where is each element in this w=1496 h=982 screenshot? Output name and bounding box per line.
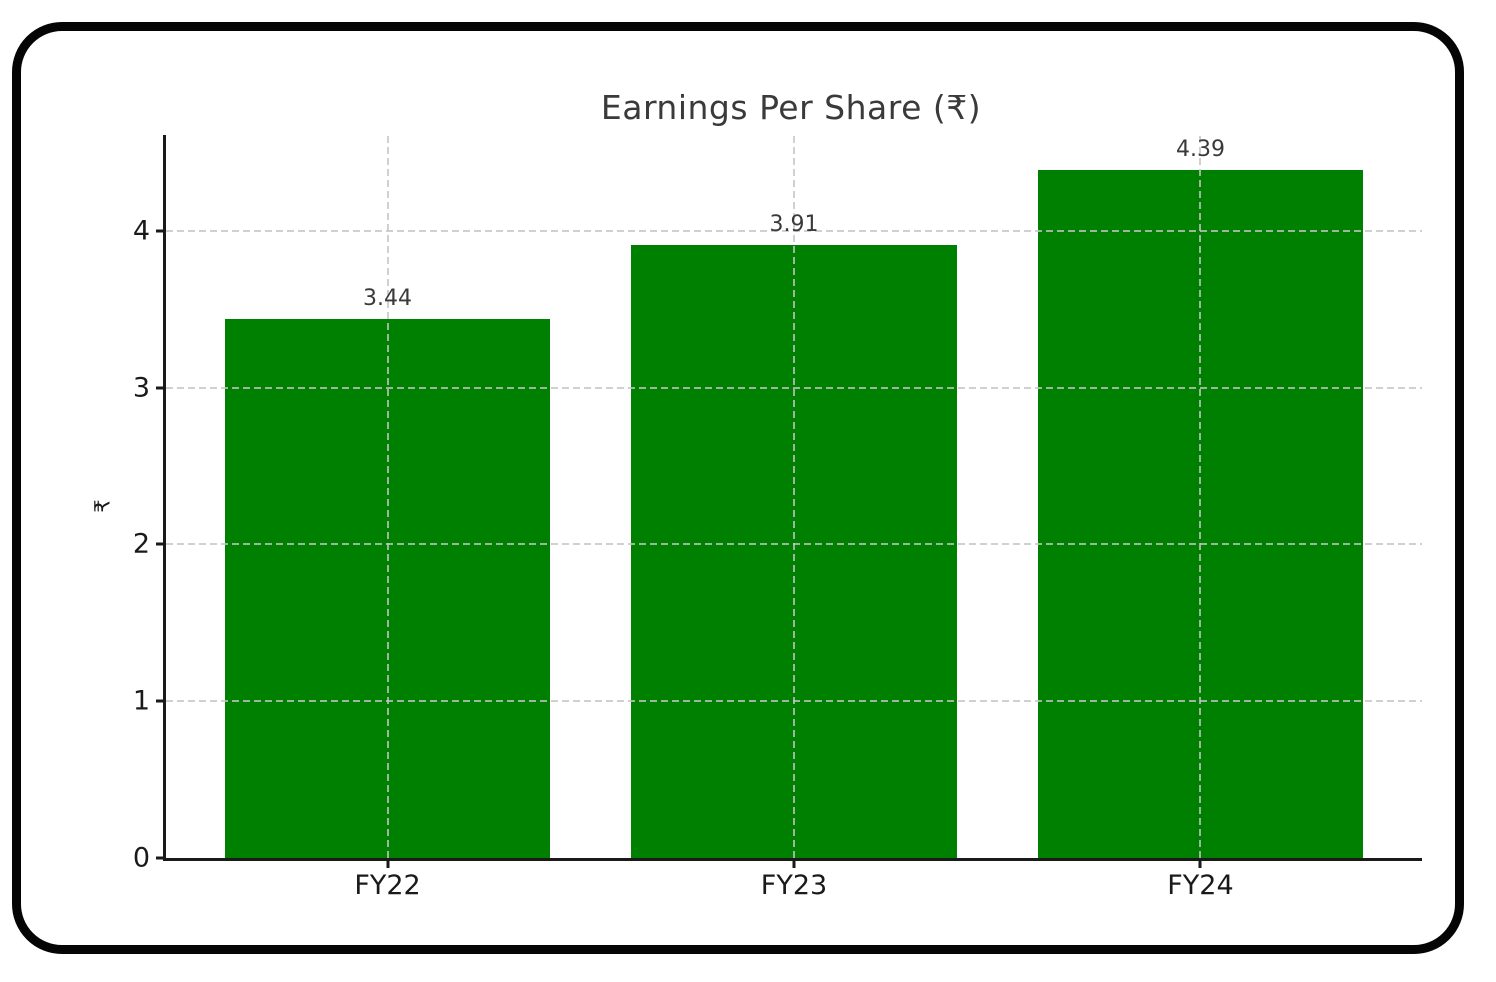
gridline-vertical-FY23 bbox=[793, 135, 795, 858]
y-tick-mark-0 bbox=[156, 856, 166, 860]
y-tick-mark-1 bbox=[156, 699, 166, 703]
gridline-horizontal-2 bbox=[166, 543, 1422, 546]
y-tick-label-3: 3 bbox=[132, 372, 150, 403]
chart-title: Earnings Per Share (₹) bbox=[600, 88, 982, 127]
y-tick-label-0: 0 bbox=[132, 842, 150, 874]
x-tick-label-FY22: FY22 bbox=[354, 870, 421, 901]
gridline-horizontal-3 bbox=[166, 386, 1422, 389]
gridline-vertical-FY24 bbox=[1199, 135, 1202, 858]
y-tick-label-1: 1 bbox=[132, 685, 150, 717]
plot-area: 3.44 FY22 3.91 FY23 4.39 FY24 0 1 2 3 4 bbox=[133, 135, 1422, 901]
bar-value-label-FY24: 4.39 bbox=[1175, 136, 1225, 162]
y-tick-label-4: 4 bbox=[132, 215, 150, 247]
gridline-vertical-FY22 bbox=[386, 135, 389, 858]
x-tick-mark-FY24 bbox=[1198, 858, 1202, 868]
y-tick-label-2: 2 bbox=[132, 528, 150, 560]
x-tick-mark-FY22 bbox=[386, 858, 390, 868]
x-tick-label-FY23: FY23 bbox=[760, 870, 828, 901]
x-tick-mark-FY23 bbox=[792, 858, 796, 868]
bar-value-label-FY22: 3.44 bbox=[363, 285, 413, 311]
x-tick-label-FY24: FY24 bbox=[1167, 870, 1234, 901]
gridline-horizontal-1 bbox=[166, 700, 1422, 703]
y-tick-mark-3 bbox=[156, 386, 166, 389]
y-axis-label: ₹ bbox=[90, 499, 115, 513]
bar-value-label-FY23: 3.91 bbox=[769, 211, 819, 237]
y-tick-mark-4 bbox=[156, 229, 166, 233]
y-tick-mark-2 bbox=[156, 542, 166, 546]
gridline-horizontal-4 bbox=[166, 229, 1422, 232]
